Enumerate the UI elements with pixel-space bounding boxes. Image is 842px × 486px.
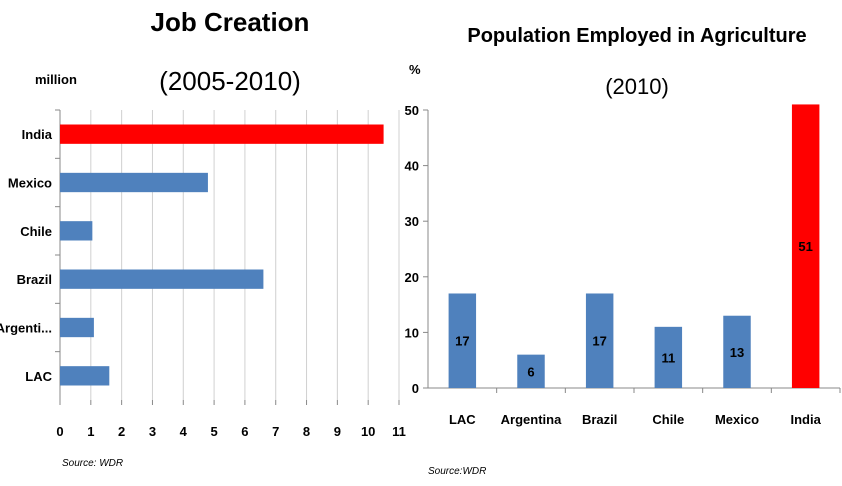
right-bar-0 xyxy=(448,293,477,388)
right-chart-source: Source:WDR xyxy=(428,466,486,477)
left-bar-2 xyxy=(60,221,93,241)
right-chart-unit-label: % xyxy=(409,62,421,77)
left-tick-label-x: 3 xyxy=(149,424,156,439)
left-category-label: Argenti... xyxy=(0,321,52,336)
left-plot-area: 0 1 2 3 4 5 6 7 8 9 10 11 India Mexico Chile Brazil Arge… xyxy=(0,109,406,439)
left-chart-subtitle: (2005-2010) xyxy=(159,66,301,96)
left-bar-4 xyxy=(60,317,94,338)
left-tick-label-x: 0 xyxy=(56,424,63,439)
right-bar-4 xyxy=(723,315,751,388)
left-category-label: Mexico xyxy=(8,176,52,191)
right-category-label: Brazil xyxy=(582,412,617,427)
right-data-label: 17 xyxy=(592,334,606,349)
left-bar-3 xyxy=(60,269,264,289)
right-chart-subtitle: (2010) xyxy=(605,74,669,99)
right-data-label: 51 xyxy=(798,239,812,254)
left-bar-0 xyxy=(60,124,384,144)
right-bar-1 xyxy=(517,354,545,388)
right-tick-label-y: 40 xyxy=(405,159,419,174)
left-chart-title: Job Creation xyxy=(151,7,310,37)
right-category-label: India xyxy=(790,412,821,427)
right-tick-label-y: 10 xyxy=(405,325,419,340)
right-bar-2 xyxy=(585,293,614,388)
left-bar-1 xyxy=(60,172,208,193)
left-chart-source: Source: WDR xyxy=(62,458,123,469)
left-category-label: Chile xyxy=(20,224,52,239)
right-category-label: Chile xyxy=(652,412,684,427)
right-bar-3 xyxy=(654,326,683,388)
left-chart-unit-label: million xyxy=(35,72,77,87)
right-tick-label-y: 30 xyxy=(405,214,419,229)
right-category-label: Mexico xyxy=(715,412,759,427)
right-chart-title: Population Employed in Agriculture xyxy=(467,25,806,47)
left-tick-label-x: 2 xyxy=(118,424,125,439)
right-tick-label-y: 0 xyxy=(412,381,419,396)
right-data-label: 17 xyxy=(455,334,469,349)
left-category-label: LAC xyxy=(25,369,52,384)
right-category-label: Argentina xyxy=(501,412,562,427)
left-tick-label-x: 6 xyxy=(241,424,248,439)
left-bar-5 xyxy=(60,366,110,386)
left-tick-label-x: 1 xyxy=(87,424,94,439)
right-data-label: 13 xyxy=(730,345,744,360)
right-data-label: 6 xyxy=(527,364,534,379)
right-plot-area: 0 10 20 30 40 50 17 LAC 6 Argentina 17 Brazil 11 Chil… xyxy=(405,103,841,427)
right-tick-label-y: 20 xyxy=(405,270,419,285)
left-tick-label-x: 11 xyxy=(392,424,406,439)
left-tick-label-x: 10 xyxy=(361,424,375,439)
left-category-label: India xyxy=(22,127,53,142)
left-tick-label-x: 7 xyxy=(272,424,279,439)
left-tick-label-x: 5 xyxy=(210,424,217,439)
right-tick-label-y: 50 xyxy=(405,103,419,118)
right-category-label: LAC xyxy=(449,412,476,427)
left-tick-label-x: 9 xyxy=(334,424,341,439)
left-tick-label-x: 8 xyxy=(303,424,310,439)
left-tick-label-x: 4 xyxy=(180,424,188,439)
right-data-label: 11 xyxy=(661,350,675,365)
left-category-label: Brazil xyxy=(17,272,52,287)
right-bar-5 xyxy=(791,104,820,388)
